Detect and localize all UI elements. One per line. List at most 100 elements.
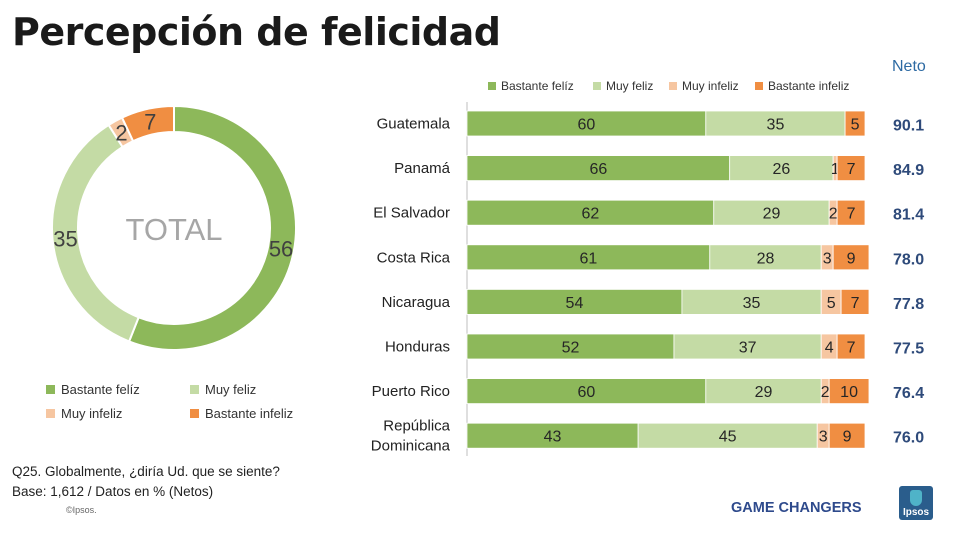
bar-value-label: 29 (763, 206, 781, 223)
donut-slice-label: 56 (269, 236, 293, 261)
legend-item-bastante-feliz: Bastante felíz (46, 382, 140, 397)
bar-segment (836, 333, 866, 360)
donut-slice-label: 7 (144, 110, 156, 135)
bar-value-label: 7 (847, 161, 856, 178)
bar-segment (466, 378, 707, 405)
legend-label: Bastante infeliz (768, 79, 850, 93)
footnote: Q25. Globalmente, ¿diría Ud. que se sien… (12, 462, 280, 502)
footnote-question: Q25. Globalmente, ¿diría Ud. que se sien… (12, 464, 280, 479)
legend-label: Bastante felíz (61, 382, 140, 397)
legend-item-muy-infeliz: Muy infeliz (46, 406, 122, 421)
bar-segment (637, 422, 818, 449)
donut-slice-label: 35 (53, 226, 77, 251)
bar-segment (466, 422, 639, 449)
footnote-base: Base: 1,612 / Datos en % (Netos) (12, 484, 214, 499)
bar-value-label: 5 (827, 295, 836, 312)
legend-swatch (46, 385, 55, 394)
donut-slice-label: 2 (115, 120, 127, 145)
bar-value-label: 5 (851, 117, 860, 134)
bar-value-label: 4 (825, 340, 834, 357)
bar-value-label: 60 (578, 117, 596, 134)
bar-value-label: 3 (823, 250, 832, 267)
bar-segment (673, 333, 822, 360)
donut-chart: 56 35 2 7 TOTAL (51, 104, 297, 351)
ipsos-logo-icon (910, 490, 922, 506)
bar-value-label: 66 (589, 161, 607, 178)
bar-value-label: 2 (829, 206, 838, 223)
legend-label: Bastante infeliz (205, 406, 294, 421)
bar-segment (466, 333, 675, 360)
bar-segment (466, 155, 731, 182)
donut-slice-4 (120, 104, 175, 143)
category-label: El Salvador (373, 205, 450, 222)
neto-value: 78.0 (893, 251, 924, 268)
category-label: Guatemala (377, 116, 451, 133)
bar-value-label: 1 (831, 161, 840, 178)
bar-value-label: 26 (773, 161, 791, 178)
bar-segment (466, 199, 715, 226)
category-label: Honduras (385, 339, 450, 356)
bar-legend-item-muy-feliz: Muy feliz (593, 79, 653, 93)
bar-segment (713, 199, 830, 226)
legend-swatch (488, 82, 496, 90)
bar-segment (836, 199, 866, 226)
neto-value: 84.9 (893, 162, 924, 179)
bar-value-label: 9 (843, 429, 852, 446)
legend-label: Bastante felíz (501, 79, 574, 93)
legend-swatch (190, 385, 199, 394)
legend-swatch (46, 409, 55, 418)
legend-item-muy-feliz: Muy feliz (190, 382, 256, 397)
neto-value: 77.5 (893, 341, 924, 358)
category-label: Panamá (394, 160, 451, 177)
bar-value-label: 35 (767, 117, 785, 134)
bar-segment (466, 244, 711, 271)
bar-value-label: 7 (847, 206, 856, 223)
legend-item-bastante-infeliz: Bastante infeliz (190, 406, 293, 421)
bar-segment (466, 288, 683, 315)
bar-value-label: 3 (819, 429, 828, 446)
category-label: República Dominicana (371, 418, 451, 455)
bar-value-label: 7 (847, 340, 856, 357)
legend-label: Muy feliz (205, 382, 257, 397)
page-title: Percepción de felicidad (12, 10, 501, 54)
bar-segment (705, 110, 846, 137)
bar-legend-item-bastante-feliz: Bastante felíz (488, 79, 574, 93)
bar-segment (828, 378, 870, 405)
legend-label: Muy infeliz (682, 79, 739, 93)
bar-segment (705, 378, 822, 405)
neto-value: 81.4 (893, 207, 924, 224)
bar-value-label: 45 (719, 429, 737, 446)
neto-header: Neto (892, 58, 926, 75)
legend-swatch (593, 82, 601, 90)
category-label: Nicaragua (382, 294, 451, 311)
bar-value-label: 9 (847, 250, 856, 267)
legend-label: Muy feliz (606, 79, 654, 93)
bar-segment (828, 422, 866, 449)
ipsos-logo-text: Ipsos (902, 507, 930, 518)
category-label: Costa Rica (377, 249, 451, 266)
bar-value-label: 61 (579, 250, 597, 267)
neto-value: 76.0 (893, 430, 924, 447)
neto-value: 77.8 (893, 296, 924, 313)
bar-value-label: 7 (851, 295, 860, 312)
bar-value-label: 37 (739, 340, 757, 357)
game-changers-tagline: GAME CHANGERS (731, 500, 862, 516)
neto-value: 90.1 (893, 118, 924, 135)
bar-legend-item-muy-infeliz: Muy infeliz (669, 79, 739, 93)
ipsos-logo: Ipsos (899, 486, 933, 520)
legend-swatch (669, 82, 677, 90)
bar-segment (836, 155, 866, 182)
bar-value-label: 54 (566, 295, 584, 312)
neto-value: 76.4 (893, 385, 924, 402)
bar-segment (840, 288, 870, 315)
bar-value-label: 52 (562, 340, 580, 357)
bar-segment (844, 110, 866, 137)
bar-value-label: 43 (544, 429, 562, 446)
bar-value-label: 35 (743, 295, 761, 312)
bar-segment (832, 244, 870, 271)
bar-value-label: 62 (581, 206, 599, 223)
legend-swatch (755, 82, 763, 90)
bar-value-label: 10 (840, 384, 858, 401)
copyright: ©Ipsos. (66, 505, 97, 515)
